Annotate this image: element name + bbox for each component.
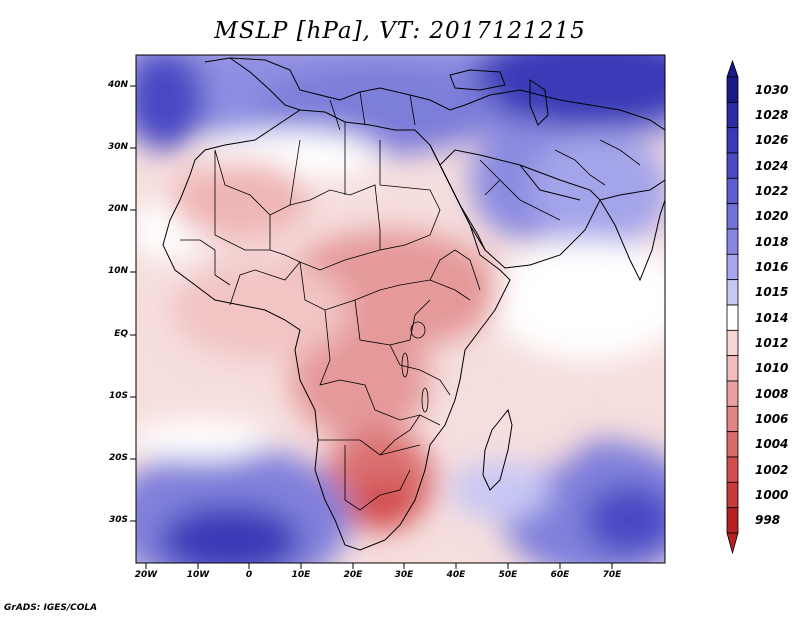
colorbar-label: 1020 xyxy=(755,209,789,224)
lon-label-20w: 20W xyxy=(134,570,158,580)
lon-label-70e: 70E xyxy=(602,570,622,580)
coastlines xyxy=(162,57,665,551)
lat-label-20n: 20N xyxy=(107,204,128,214)
colorbar-label: 1008 xyxy=(755,386,789,401)
lat-label-20s: 20S xyxy=(108,453,128,463)
colorbar-label: 1010 xyxy=(755,361,789,376)
lon-label-0: 0 xyxy=(245,570,253,580)
lat-label-40n: 40N xyxy=(107,80,128,90)
lon-label-10e: 10E xyxy=(291,570,311,580)
lon-label-10w: 10W xyxy=(186,570,210,580)
colorbar-label: 1004 xyxy=(755,437,789,452)
colorbar-label: 1015 xyxy=(755,285,789,300)
lon-label-40e: 40E xyxy=(446,570,466,580)
colorbar-label: 1000 xyxy=(755,488,789,502)
lat-label-eq: EQ xyxy=(114,329,128,339)
colorbar-top-arrow xyxy=(726,59,739,78)
lat-label-10n: 10N xyxy=(107,266,128,276)
plot-frame xyxy=(135,54,666,564)
colorbar-label: 1018 xyxy=(755,234,789,249)
colorbar-swatch xyxy=(726,76,739,103)
colorbar-swatch xyxy=(726,152,739,179)
colorbar-swatch xyxy=(726,380,739,407)
colorbar-label: 1016 xyxy=(755,260,789,274)
grads-credit: GrADS: IGES/COLA xyxy=(4,603,98,613)
colorbar-swatch xyxy=(726,177,739,205)
colorbar-swatch xyxy=(726,431,739,458)
colorbar-label: 1030 xyxy=(755,82,789,97)
colorbar-swatch xyxy=(726,127,739,154)
colorbar-swatch xyxy=(726,456,739,483)
colorbar-bottom-arrow xyxy=(726,532,739,555)
colorbar-label: 1012 xyxy=(755,336,789,350)
colorbar-label: 1026 xyxy=(755,133,789,148)
colorbar-swatch xyxy=(726,355,739,382)
colorbar-label: 1014 xyxy=(755,310,789,325)
lat-label-10s: 10S xyxy=(108,391,128,401)
colorbar-swatch xyxy=(726,279,739,306)
pressure-field xyxy=(136,55,665,563)
colorbar-swatch xyxy=(726,481,739,509)
colorbar-swatch xyxy=(726,228,739,255)
lakes xyxy=(401,321,429,413)
colorbar-swatch xyxy=(726,203,739,230)
colorbar-label: 1022 xyxy=(755,184,789,198)
map-title: MSLP [hPa], VT: 2017121215 xyxy=(214,18,586,44)
colorbar-swatch xyxy=(726,507,739,534)
colorbar-swatch xyxy=(726,304,739,331)
lat-label-30n: 30N xyxy=(107,142,128,152)
colorbar-label: 1028 xyxy=(755,108,789,122)
colorbar-label: 998 xyxy=(755,513,781,528)
lon-label-20e: 20E xyxy=(343,570,363,580)
colorbar-swatch xyxy=(726,253,739,281)
colorbar-label: 1024 xyxy=(755,158,789,173)
colorbar-swatch xyxy=(726,101,739,129)
axis-ticks xyxy=(130,85,613,569)
colorbar-label: 1006 xyxy=(755,412,789,426)
colorbar-swatch xyxy=(726,405,739,433)
lon-label-50e: 50E xyxy=(498,570,518,580)
colorbar-label: 1002 xyxy=(755,462,789,477)
lon-label-60e: 60E xyxy=(550,570,570,580)
political-borders xyxy=(180,91,641,511)
colorbar xyxy=(726,59,739,555)
lon-label-30e: 30E xyxy=(394,570,414,580)
colorbar-swatch xyxy=(726,329,739,357)
lat-label-30s: 30S xyxy=(108,515,128,525)
